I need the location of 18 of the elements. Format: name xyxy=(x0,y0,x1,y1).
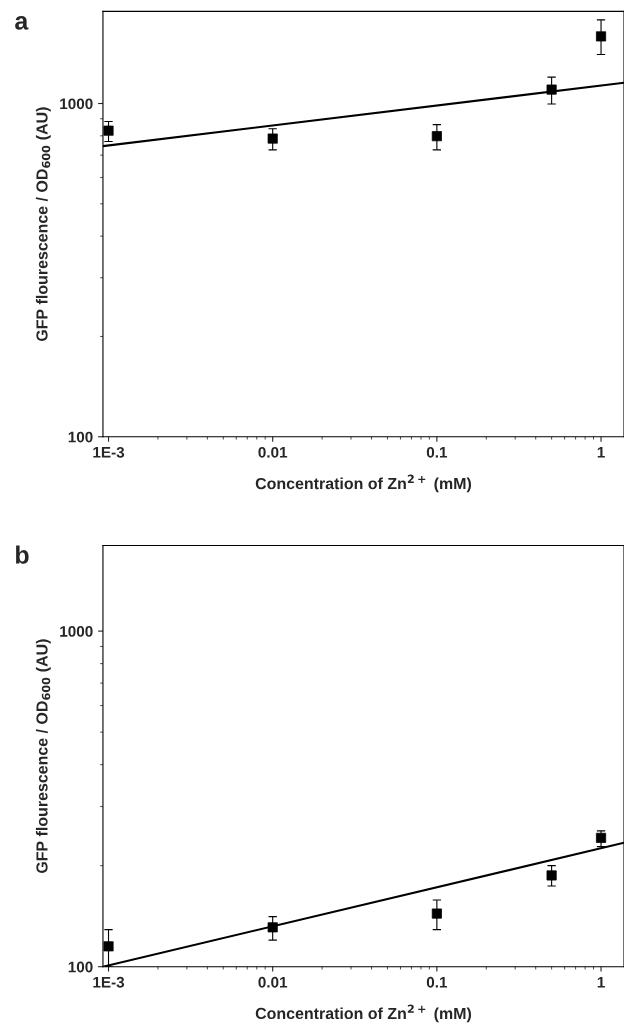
x-tick-label: 0.1 xyxy=(426,976,448,988)
y-tick-label: 100 xyxy=(68,431,93,443)
x-tick-label: 1 xyxy=(597,447,605,458)
x-axis-title: Concentration of Zn$^{2+}$ (mM) xyxy=(255,1004,472,1023)
y-tick-label: 1000 xyxy=(60,98,93,110)
x-tick-label: 0.1 xyxy=(426,446,448,458)
y-tick-label: 100 xyxy=(68,961,93,973)
x-tick-label: 1E-3 xyxy=(93,976,125,988)
y-axis-title: GFP flourescence / OD$_{600}$ (AU) xyxy=(35,107,51,342)
chart-title: a xyxy=(15,16,29,30)
x-tick-label: 0.01 xyxy=(258,446,288,458)
x-tick-label: 1E-3 xyxy=(93,446,125,458)
y-axis-title: GFP flourescence / OD$_{600}$ (AU) xyxy=(35,639,51,874)
x-tick-label: 1 xyxy=(597,976,605,988)
chart-title: b xyxy=(16,545,29,564)
x-axis-title: Concentration of Zn$^{2+}$ (mM) xyxy=(255,474,472,493)
y-tick-label: 1000 xyxy=(60,625,93,637)
x-tick-label: 0.01 xyxy=(258,976,288,988)
